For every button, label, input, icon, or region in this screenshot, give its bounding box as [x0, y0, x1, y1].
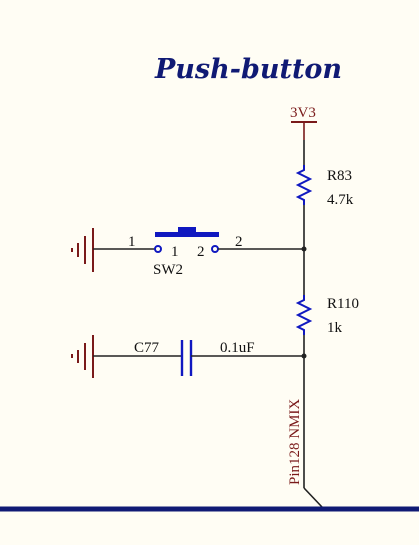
- power-port-icon: [291, 121, 317, 140]
- r83-ref: R83: [327, 168, 352, 184]
- r83-value: 4.7k: [327, 192, 354, 208]
- net-label: Pin128 NMIX: [287, 399, 303, 485]
- r83-resistor-icon: [295, 165, 313, 205]
- c77-capacitor-icon: [180, 340, 193, 376]
- r110-value: 1k: [327, 320, 343, 336]
- wire-bus-entry: [303, 487, 323, 508]
- sw2-ref: SW2: [153, 262, 183, 278]
- power-label: 3V3: [290, 105, 316, 121]
- c77-ref: C77: [134, 340, 160, 356]
- ground-icon: [71, 335, 94, 378]
- sw2-pin1-inner: 1: [171, 244, 179, 260]
- sw2-pin1-outer: 1: [128, 234, 136, 250]
- c77-value: 0.1uF: [220, 340, 255, 356]
- sw2-pin2-inner: 2: [197, 244, 205, 260]
- ground-icon: [71, 228, 94, 272]
- sw2-pushbutton-icon: [154, 227, 219, 253]
- r110-resistor-icon: [295, 295, 313, 335]
- r110-ref: R110: [327, 296, 359, 312]
- sw2-pin2-outer: 2: [235, 234, 243, 250]
- schematic-title: Push-button: [154, 54, 342, 85]
